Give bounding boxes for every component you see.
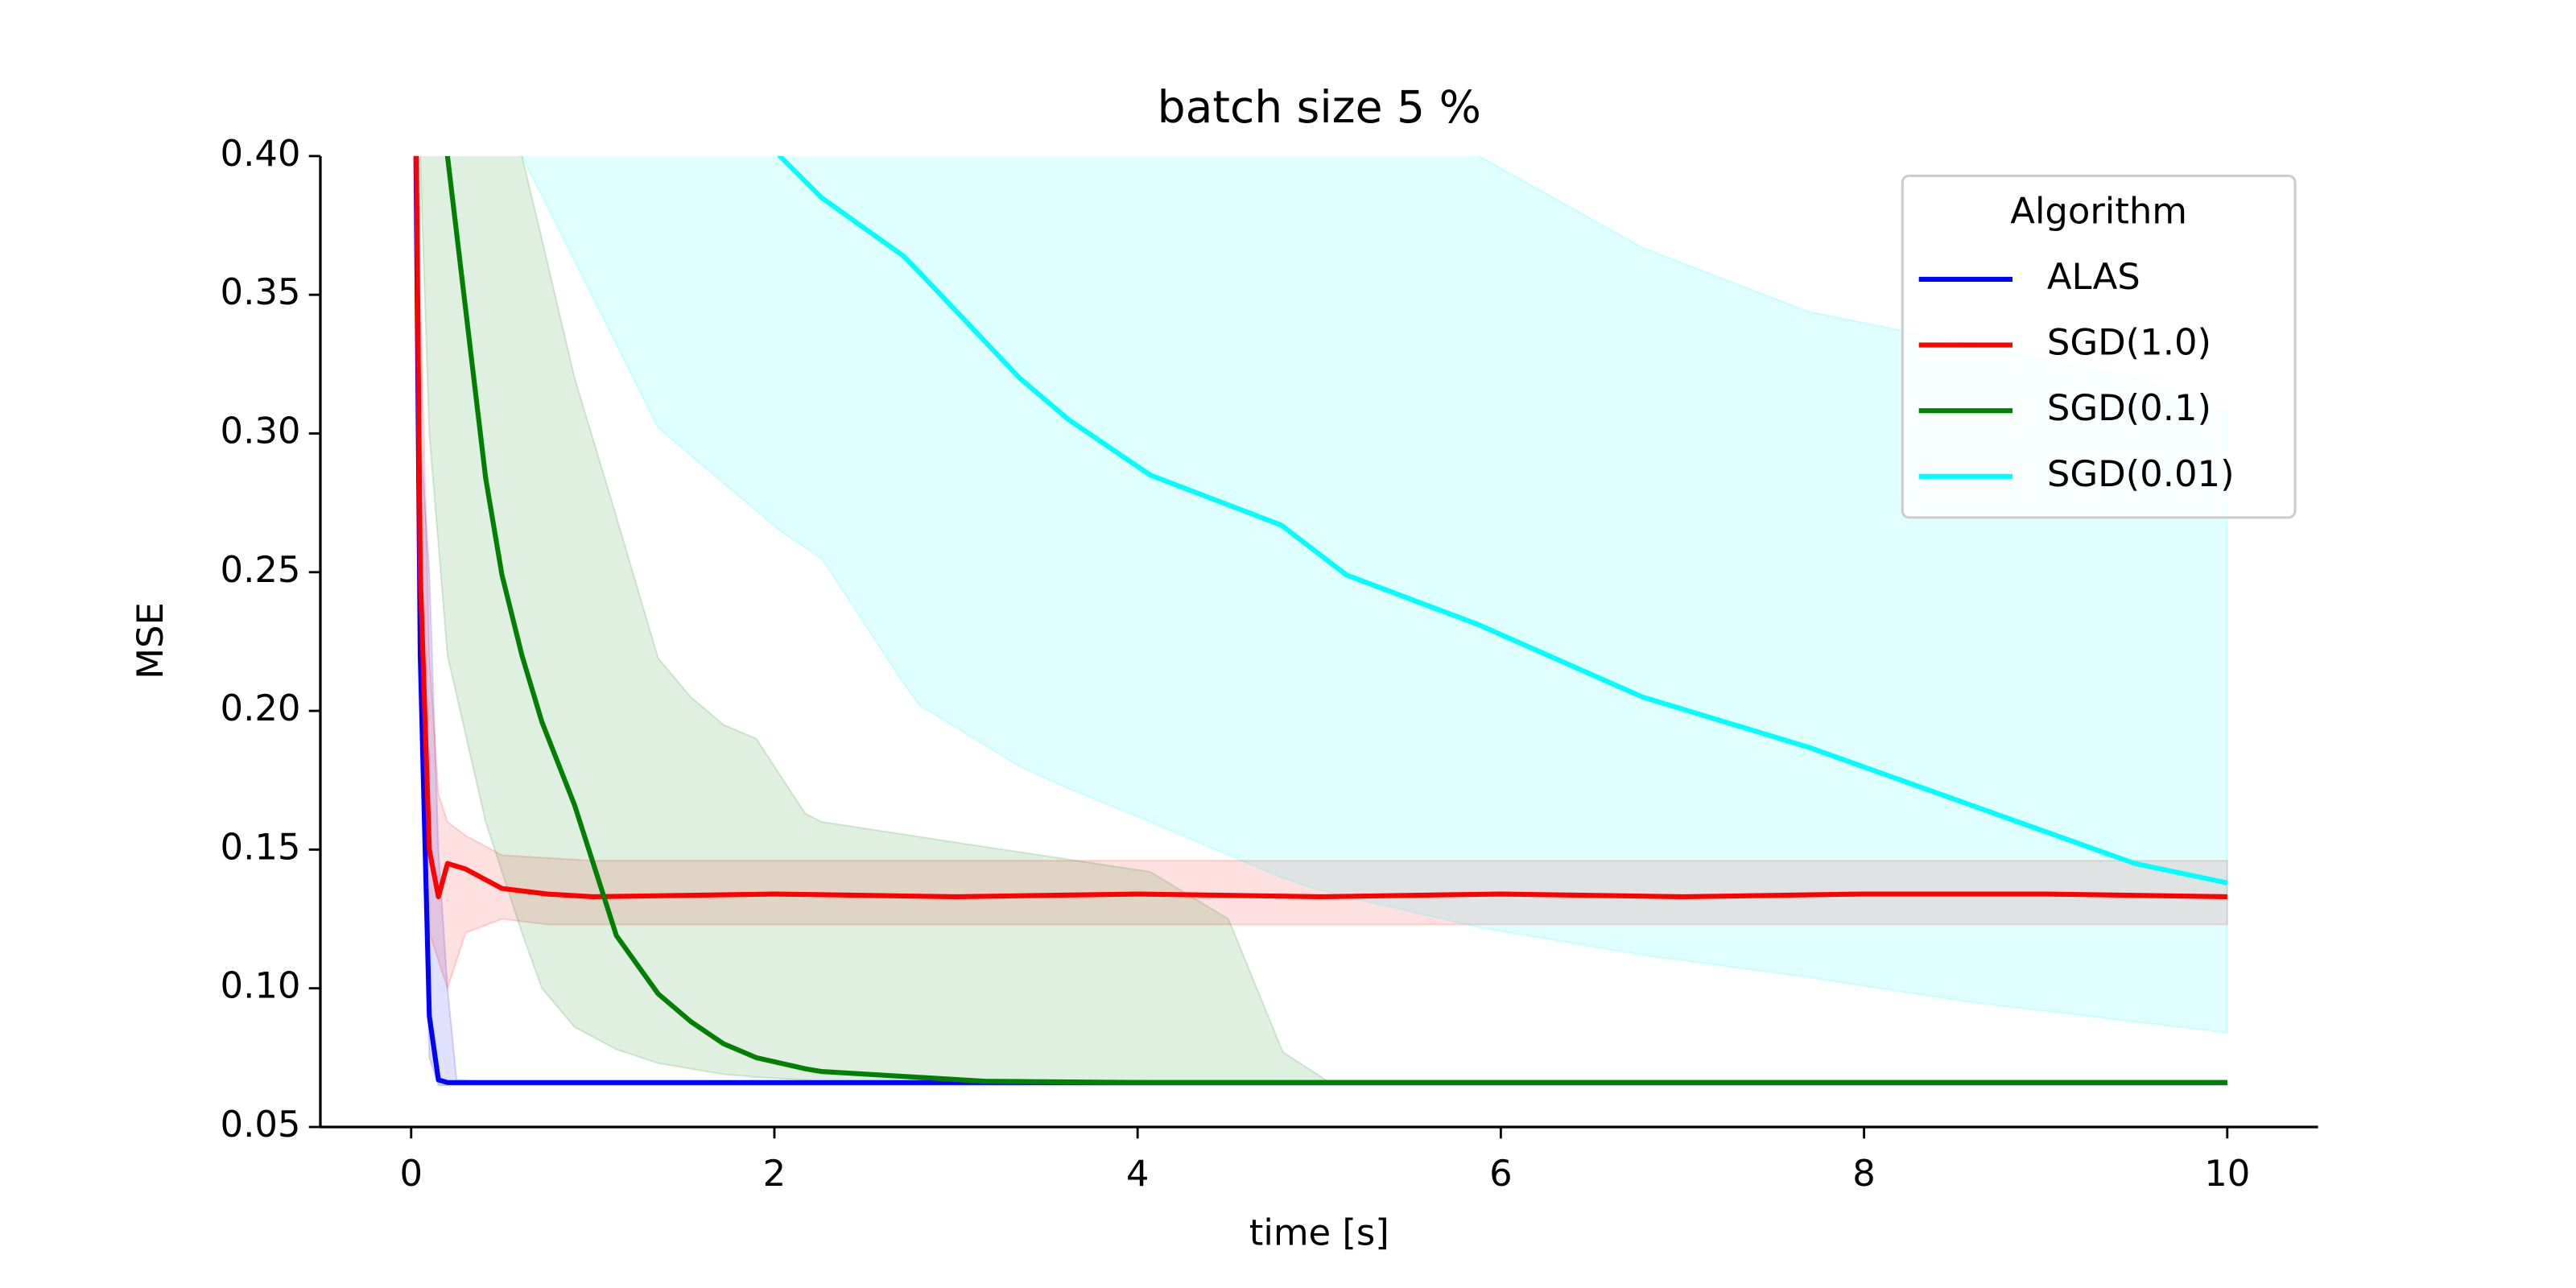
x-tick-label: 4: [1126, 1152, 1150, 1195]
y-tick-label: 0.15: [221, 825, 301, 868]
axes: 0.05 0.10 0.15 0.20 0.25 0.30 0.35 0.40 0 2 4 6 8 10: [221, 132, 2318, 1195]
y-tick-label: 0.40: [221, 132, 301, 175]
legend-label: SGD(0.01): [2047, 452, 2235, 495]
x-axis-label: time [s]: [1249, 1212, 1389, 1254]
legend: Algorithm ALAS SGD(1.0) SGD(0.1) SGD(0.01): [1901, 174, 2297, 519]
y-tick-label: 0.25: [221, 548, 301, 591]
lines: [413, 155, 2228, 1085]
confidence-band: [415, 155, 2228, 1087]
confidence-band: [419, 155, 2227, 1084]
legend-label: SGD(1.0): [2047, 321, 2211, 364]
x-tick-label: 8: [1852, 1152, 1876, 1195]
series-line: [414, 155, 2227, 900]
chart-title: batch size 5 %: [1158, 81, 1481, 133]
legend-label: ALAS: [2047, 255, 2140, 298]
y-tick-label: 0.05: [221, 1103, 301, 1146]
series-line: [444, 155, 2227, 1085]
x-tick-label: 0: [399, 1152, 423, 1195]
confidence-band: [415, 155, 2228, 991]
y-tick-label: 0.30: [221, 409, 301, 452]
legend-box: [1901, 174, 2297, 519]
y-tick-label: 0.10: [221, 964, 301, 1007]
x-tick-label: 10: [2204, 1152, 2250, 1195]
series-line: [777, 155, 2228, 886]
bands: [415, 155, 2228, 1087]
x-tick-label: 6: [1489, 1152, 1513, 1195]
legend-label: SGD(0.1): [2047, 386, 2211, 429]
y-tick-label: 0.35: [221, 270, 301, 313]
y-tick-label: 0.20: [221, 687, 301, 729]
y-axis-label: MSE: [129, 602, 171, 679]
legend-title: Algorithm: [2010, 189, 2187, 232]
confidence-band: [521, 155, 2228, 1034]
x-tick-label: 2: [763, 1152, 786, 1195]
